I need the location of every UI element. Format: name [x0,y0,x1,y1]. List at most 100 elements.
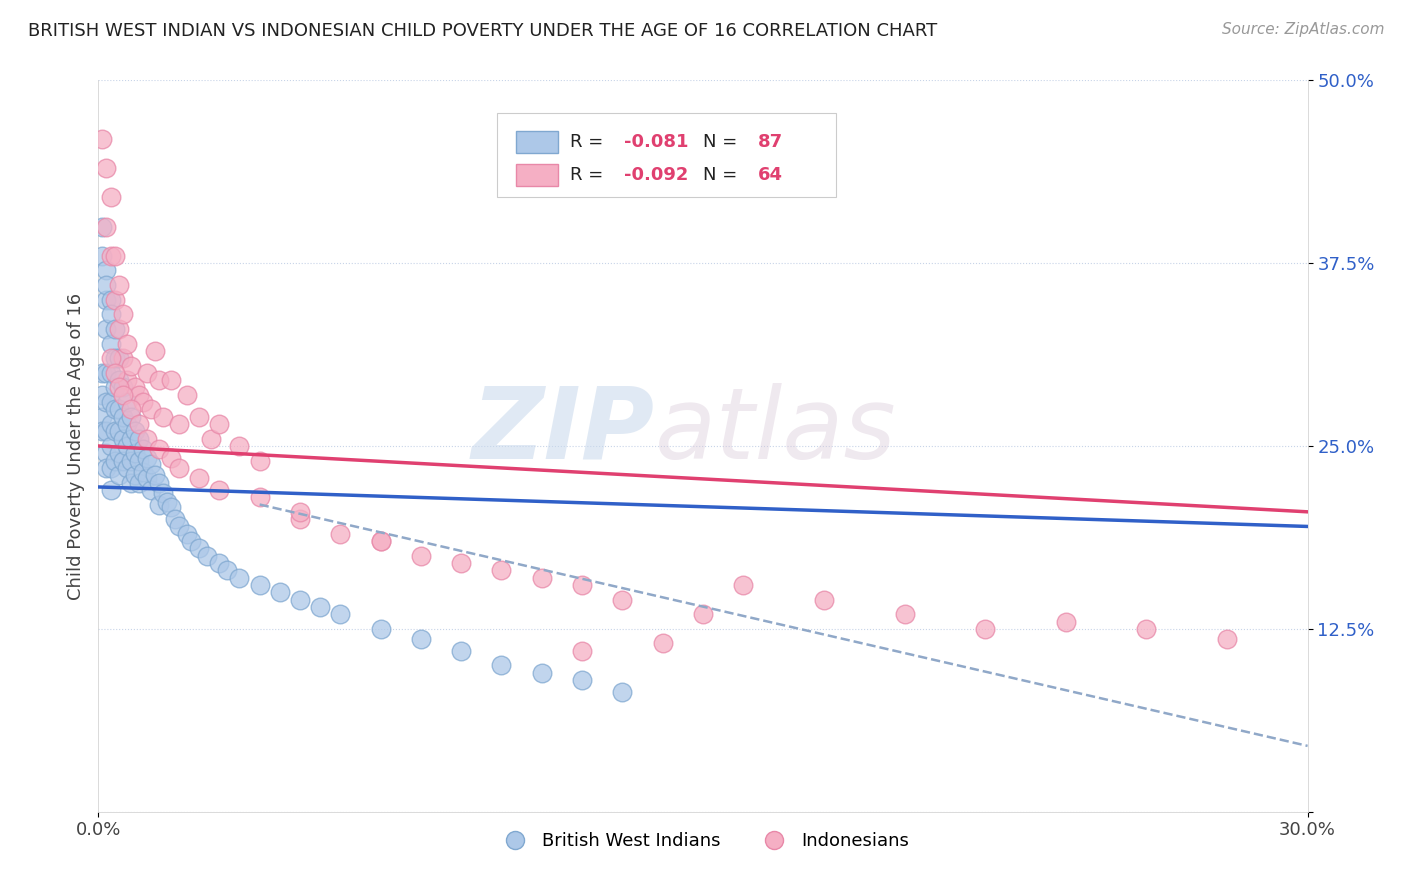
Point [208,483,231,497]
Point [200,432,222,446]
Point [370,534,392,549]
Point [132,466,155,480]
Point [111,351,134,366]
Text: N =: N = [703,167,742,185]
Point [124,446,146,460]
Point [571,644,593,658]
Point [167,519,190,533]
Point [370,622,392,636]
Point [96,263,118,277]
Point [249,453,271,467]
Point [124,425,146,439]
Text: -0.081: -0.081 [624,134,689,152]
Point [103,322,125,336]
Point [100,395,122,409]
Point [139,402,162,417]
Point [107,402,129,417]
Point [208,417,231,431]
Text: 87: 87 [758,134,783,152]
Text: N =: N = [703,134,742,152]
Point [329,607,352,622]
Point [491,563,513,577]
Point [148,475,170,490]
Point [491,658,513,673]
Point [1216,632,1239,646]
Point [128,388,150,402]
Point [409,549,432,563]
Point [91,249,114,263]
Text: ZIP: ZIP [471,383,655,480]
Point [96,446,118,460]
Point [176,526,198,541]
Point [103,425,125,439]
Point [100,307,122,321]
Point [107,380,129,394]
Point [128,432,150,446]
Point [96,161,118,175]
Point [228,439,250,453]
Point [91,132,114,146]
Point [111,307,134,321]
Legend: British West Indians, Indonesians: British West Indians, Indonesians [489,825,917,857]
Point [143,343,166,358]
Point [692,607,714,622]
Point [148,373,170,387]
Point [107,468,129,483]
Point [111,388,134,402]
Point [96,366,118,380]
Point [124,468,146,483]
Point [893,607,915,622]
Point [107,278,129,293]
Point [188,541,211,556]
Point [103,249,125,263]
Point [100,417,122,431]
Text: -0.092: -0.092 [624,167,689,185]
Point [288,505,311,519]
Point [132,395,155,409]
Point [100,249,122,263]
Point [128,475,150,490]
Point [148,498,170,512]
Point [188,409,211,424]
Point [135,471,157,485]
Point [96,293,118,307]
Point [160,450,183,465]
Point [115,461,138,475]
Point [91,425,114,439]
Point [107,446,129,460]
Point [91,366,114,380]
Point [100,439,122,453]
Point [135,450,157,465]
Point [91,409,114,424]
Point [288,592,311,607]
Point [103,293,125,307]
Point [103,402,125,417]
Point [100,293,122,307]
Point [217,563,239,577]
Point [128,417,150,431]
Point [180,534,202,549]
Point [195,549,218,563]
Point [651,636,673,650]
Point [450,644,472,658]
Point [111,432,134,446]
Point [107,373,129,387]
Point [96,219,118,234]
Point [208,556,231,570]
Point [176,388,198,402]
Point [100,336,122,351]
Point [309,599,332,614]
Point [974,622,997,636]
Point [128,453,150,467]
Point [100,190,122,204]
Point [96,461,118,475]
Point [100,351,122,366]
Point [120,475,142,490]
Point [91,219,114,234]
Point [288,512,311,526]
Point [228,571,250,585]
Point [148,442,170,456]
Point [111,453,134,467]
Point [124,380,146,394]
Point [111,380,134,394]
